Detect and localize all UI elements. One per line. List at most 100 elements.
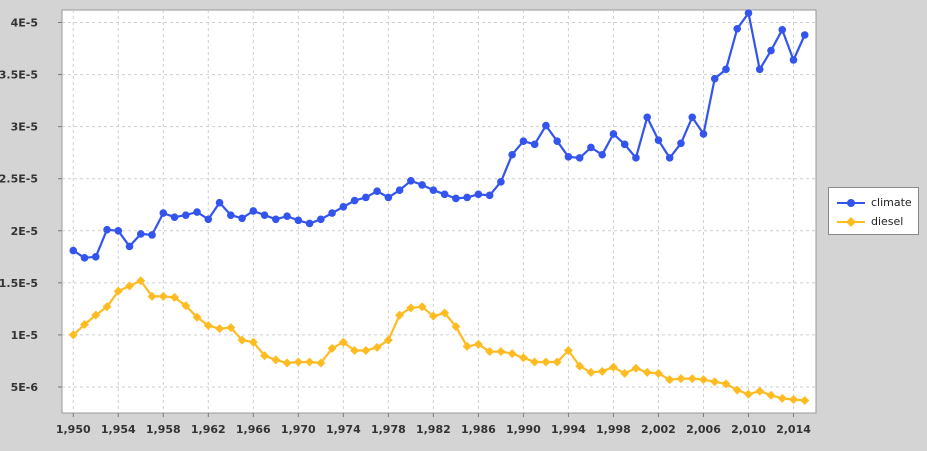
y-tick-label: 4E-5 xyxy=(11,16,38,29)
climate-point xyxy=(181,211,190,219)
climate-point xyxy=(125,242,134,251)
climate-point xyxy=(699,130,708,138)
diesel-point xyxy=(215,324,225,334)
climate-point xyxy=(114,226,123,235)
climate-point xyxy=(609,130,618,138)
x-tick-label: 1,958 xyxy=(146,423,181,436)
diesel-point xyxy=(698,375,708,385)
climate-point xyxy=(598,150,606,159)
climate-point xyxy=(159,209,168,217)
diesel-point xyxy=(676,374,686,384)
diesel-point xyxy=(777,393,787,403)
climate-point xyxy=(755,65,764,74)
x-tick-label: 2,014 xyxy=(776,423,811,436)
climate-point xyxy=(339,203,348,211)
y-tick-label: 3E-5 xyxy=(11,121,38,134)
climate-point xyxy=(350,196,359,205)
diesel-point xyxy=(451,322,461,332)
diesel-point xyxy=(80,319,90,329)
diesel-point xyxy=(338,337,348,347)
climate-point xyxy=(722,65,730,74)
legend: climate diesel xyxy=(828,187,919,235)
climate-point xyxy=(328,209,336,217)
diesel-point xyxy=(653,368,663,378)
diesel-point xyxy=(113,286,123,296)
climate-point xyxy=(587,143,595,152)
climate-point xyxy=(373,187,381,195)
diesel-point xyxy=(507,349,517,359)
climate-point xyxy=(778,25,787,34)
x-tick-label: 1,994 xyxy=(551,423,586,436)
climate-point xyxy=(710,74,719,83)
climate-point xyxy=(136,230,145,238)
climate-point xyxy=(80,254,89,262)
diesel-point xyxy=(170,292,180,302)
diesel-point xyxy=(620,368,630,378)
diesel-point xyxy=(260,351,270,361)
diesel-point xyxy=(361,346,371,356)
climate-point xyxy=(238,214,246,223)
diesel-point xyxy=(496,347,506,357)
climate-point xyxy=(733,24,742,33)
climate-point xyxy=(260,211,269,219)
x-tick-label: 1,986 xyxy=(461,423,496,436)
diesel-point xyxy=(428,311,438,321)
diesel-point xyxy=(597,366,607,376)
diesel-point xyxy=(721,379,731,389)
diesel-point xyxy=(631,363,641,373)
diesel-point xyxy=(136,276,146,286)
diesel-point xyxy=(766,390,776,400)
diesel-point xyxy=(203,321,213,331)
diesel-point xyxy=(732,385,742,395)
diesel-point xyxy=(158,291,168,301)
climate-point xyxy=(249,207,258,215)
x-tick-label: 1,962 xyxy=(191,423,226,436)
climate-point xyxy=(654,136,663,144)
diesel-point xyxy=(68,330,78,340)
diesel-point xyxy=(586,367,596,377)
diesel-point xyxy=(541,357,551,367)
series-climate xyxy=(69,9,809,262)
diesel-point xyxy=(147,291,157,301)
climate-point xyxy=(508,150,516,159)
climate-point xyxy=(553,137,561,146)
climate-point xyxy=(485,191,494,200)
climate-point xyxy=(429,186,438,194)
legend-item-diesel: diesel xyxy=(829,214,918,230)
climate-line-swatch-icon xyxy=(837,199,865,207)
diesel-point xyxy=(91,310,101,320)
y-tick-label: 5E-6 xyxy=(11,381,39,394)
climate-point xyxy=(632,154,640,162)
climate-point xyxy=(665,154,674,162)
climate-point xyxy=(103,225,111,234)
climate-point xyxy=(542,121,550,130)
climate-point xyxy=(395,186,404,194)
y-tick-label: 3.5E-5 xyxy=(0,69,38,82)
diesel-point xyxy=(710,377,720,387)
climate-point xyxy=(744,9,753,17)
climate-point xyxy=(91,252,100,261)
climate-point xyxy=(305,219,314,228)
climate-point xyxy=(688,113,697,122)
x-tick-label: 2,002 xyxy=(641,423,676,436)
diesel-point xyxy=(417,302,427,312)
diesel-point xyxy=(642,367,652,377)
diesel-point xyxy=(552,357,562,367)
diesel-point xyxy=(316,358,326,368)
diesel-point xyxy=(125,281,135,291)
diesel-point xyxy=(181,301,191,311)
climate-point xyxy=(384,193,393,202)
series-layer xyxy=(68,9,810,406)
diesel-point xyxy=(293,357,303,367)
y-tick-label: 2E-5 xyxy=(11,225,38,238)
x-tick-label: 1,990 xyxy=(506,423,541,436)
axes: 1,950 1,954 1,958 1,962 1,966 1,970 1,974 1,978… xyxy=(0,16,811,436)
diesel-point xyxy=(350,346,360,356)
y-tick-label: 1E-5 xyxy=(11,329,38,342)
climate-point xyxy=(474,190,483,199)
diesel-point xyxy=(226,323,236,333)
diesel-point xyxy=(755,386,765,396)
climate-point xyxy=(215,198,224,207)
climate-point xyxy=(294,216,303,225)
